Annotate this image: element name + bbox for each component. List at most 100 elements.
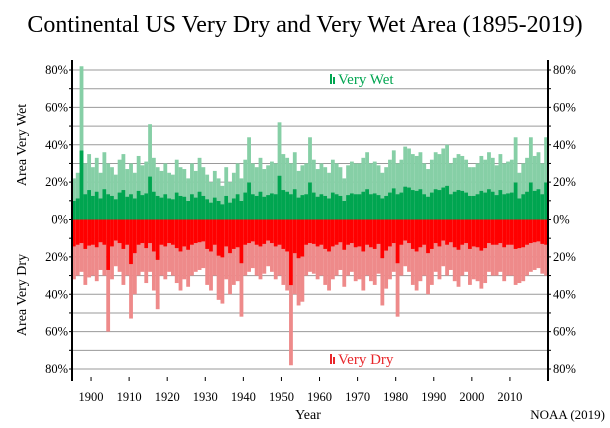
dry-bar — [372, 219, 377, 285]
wet-bar — [212, 170, 217, 220]
wet-bar-core — [487, 189, 491, 220]
wet-bar-core — [403, 186, 408, 220]
dry-bar — [113, 219, 118, 267]
dry-bar — [239, 219, 244, 317]
wet-bar — [422, 163, 427, 220]
wet-bar — [487, 152, 491, 220]
wet-bar — [483, 159, 488, 220]
wet-bar — [346, 165, 350, 220]
wet-bar — [426, 169, 430, 220]
dry-bar-core — [79, 219, 84, 244]
wet-bar-core — [98, 198, 103, 220]
wet-bar — [536, 152, 541, 220]
wet-bar-core — [102, 189, 107, 220]
wet-bar-core — [361, 191, 366, 220]
x-tick-label: 1970 — [345, 390, 370, 404]
wet-bar — [517, 172, 522, 220]
y-tick-label-right: 40% — [553, 287, 576, 301]
wet-bar-core — [247, 182, 251, 220]
dry-bar-core — [163, 219, 168, 247]
y-tick-label-right: 40% — [553, 138, 576, 152]
dry-bar — [163, 219, 168, 280]
dry-bar-core — [110, 219, 114, 247]
wet-bar-core — [296, 197, 301, 220]
dry-bar-core — [361, 219, 366, 252]
dry-bar-core — [506, 219, 510, 245]
dry-bar-core — [448, 219, 453, 243]
wet-bar-core — [483, 192, 488, 220]
dry-bar — [487, 219, 491, 272]
wet-bar — [433, 152, 438, 220]
dry-bar — [513, 219, 518, 285]
dry-bar — [110, 219, 114, 280]
wet-bar-core — [452, 191, 457, 220]
wet-bar-core — [528, 182, 533, 220]
dry-bar-core — [190, 219, 194, 245]
dry-bar-core — [433, 219, 438, 244]
dry-bar — [91, 219, 95, 276]
dry-bar — [323, 219, 328, 285]
wet-bar-core — [193, 197, 198, 220]
dry-bar — [311, 219, 316, 274]
dry-bar-core — [83, 219, 88, 249]
x-tick-label: 2000 — [459, 390, 484, 404]
dry-bar — [361, 219, 366, 291]
wet-bar — [353, 163, 358, 220]
wet-bar-core — [186, 200, 191, 220]
dry-bar — [521, 219, 526, 282]
dry-bar — [296, 219, 301, 306]
wet-bar-core — [250, 194, 255, 220]
dry-bar-core — [292, 219, 297, 254]
wet-bar — [110, 167, 114, 220]
wet-bar — [525, 157, 529, 220]
wet-bar — [365, 152, 370, 220]
wet-bar-core — [155, 195, 160, 220]
dry-bar-core — [498, 219, 503, 244]
wet-bar-core — [460, 190, 465, 220]
wet-bar — [384, 167, 389, 220]
dry-bar-core — [334, 219, 339, 245]
x-tick-label: 1990 — [421, 390, 446, 404]
wet-bar-core — [277, 175, 282, 220]
wet-bar-core — [532, 190, 537, 220]
dry-bar-core — [113, 219, 118, 241]
wet-bar — [494, 165, 499, 220]
dry-bar-core — [258, 219, 263, 247]
wet-bar-core — [445, 185, 449, 220]
wet-bar-core — [262, 196, 267, 220]
dry-bar-core — [129, 219, 133, 265]
wet-bar-core — [106, 194, 111, 220]
wet-bar — [407, 148, 411, 220]
dry-bar-core — [106, 219, 111, 270]
dry-bar-core — [407, 219, 411, 244]
dry-bar-core — [414, 219, 419, 252]
wet-bar-core — [228, 202, 232, 220]
dry-bar-core — [445, 219, 449, 245]
wet-bar-core — [258, 191, 263, 220]
dry-bar-core — [140, 219, 145, 244]
dry-bar — [479, 219, 484, 289]
dry-bar — [441, 219, 446, 267]
dry-bar-core — [342, 219, 347, 250]
legend-dry-swatch-2 — [333, 357, 335, 364]
dry-bar — [376, 219, 381, 274]
dry-bar — [540, 219, 545, 274]
wet-bar-core — [490, 191, 495, 220]
dry-bar — [258, 219, 263, 280]
wet-bar-core — [178, 195, 183, 220]
wet-bar-core — [239, 200, 244, 220]
wet-bar-core — [163, 194, 168, 220]
dry-bar-core — [201, 219, 206, 242]
dry-bar-core — [380, 219, 385, 259]
dry-bar-core — [174, 219, 179, 249]
dry-bar — [209, 219, 213, 291]
wet-bar-core — [494, 195, 499, 220]
dry-bar-core — [285, 219, 290, 252]
dry-bar — [220, 219, 225, 304]
wet-bar — [178, 167, 183, 220]
dry-bar — [460, 219, 465, 276]
dry-bar-core — [369, 219, 373, 248]
dry-bar — [262, 219, 267, 274]
wet-bar — [159, 170, 164, 220]
wet-bar-core — [498, 190, 503, 220]
